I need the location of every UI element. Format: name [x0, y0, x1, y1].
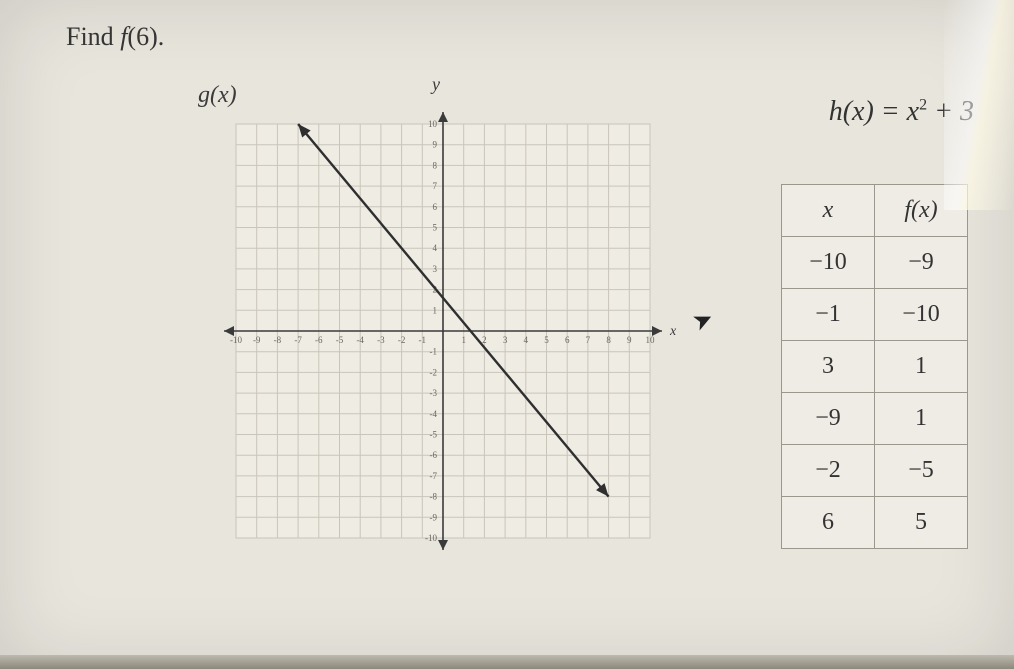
table-row: 31	[782, 341, 968, 393]
svg-text:-7: -7	[294, 335, 302, 345]
svg-text:4: 4	[433, 243, 438, 253]
prompt-arg: (6).	[127, 22, 164, 51]
cell-fx: −10	[875, 289, 968, 341]
formula-exp: 2	[919, 97, 927, 114]
graph: -10 -9 -8 -7 -6 -5 -4 -3 -2 -1 1 2 3 4 5 6 7 8 9 10 -10 -9 -8 -…	[208, 96, 678, 566]
svg-text:3: 3	[503, 335, 508, 345]
cursor-icon: ➤	[688, 303, 718, 338]
svg-text:-8: -8	[430, 492, 438, 502]
svg-text:-5: -5	[336, 335, 344, 345]
svg-text:1: 1	[433, 305, 438, 315]
content: Find f(6). g(x) y -10-9-8-7-6-5-4-3-2-11…	[48, 16, 996, 659]
graph-svg: -10 -9 -8 -7 -6 -5 -4 -3 -2 -1 1 2 3 4 5 6 7 8 9 10 -10 -9 -8 -…	[208, 96, 678, 566]
svg-text:10: 10	[428, 119, 438, 129]
svg-text:6: 6	[433, 202, 438, 212]
cell-fx: 1	[875, 341, 968, 393]
svg-text:-4: -4	[430, 409, 438, 419]
svg-text:6: 6	[565, 335, 570, 345]
glare	[944, 0, 1014, 210]
svg-text:8: 8	[606, 335, 611, 345]
svg-text:-3: -3	[430, 388, 438, 398]
svg-text:7: 7	[586, 335, 591, 345]
svg-text:-10: -10	[425, 533, 437, 543]
svg-text:3: 3	[433, 264, 438, 274]
bottom-edge	[0, 655, 1014, 669]
cell-x: −2	[782, 445, 875, 497]
svg-text:5: 5	[433, 223, 438, 233]
svg-text:-7: -7	[430, 471, 438, 481]
table-row: −1−10	[782, 289, 968, 341]
svg-text:1: 1	[461, 335, 466, 345]
svg-text:-10: -10	[230, 335, 242, 345]
svg-text:-4: -4	[356, 335, 364, 345]
formula-lhs: h(x) = x	[829, 96, 919, 127]
svg-text:-2: -2	[398, 335, 406, 345]
value-table: x f(x) −10−9−1−1031−91−2−565	[781, 184, 968, 549]
svg-text:2: 2	[482, 335, 487, 345]
svg-text:8: 8	[433, 160, 438, 170]
svg-text:-8: -8	[274, 335, 282, 345]
table-row: −2−5	[782, 445, 968, 497]
svg-text:-1: -1	[419, 335, 427, 345]
svg-text:10: 10	[646, 335, 656, 345]
cell-fx: 5	[875, 497, 968, 549]
svg-text:-5: -5	[430, 430, 438, 440]
svg-text:-2: -2	[430, 367, 438, 377]
prompt-prefix: Find	[66, 22, 120, 51]
cell-x: −1	[782, 289, 875, 341]
table-row: 65	[782, 497, 968, 549]
cell-fx: −5	[875, 445, 968, 497]
cell-x: −10	[782, 237, 875, 289]
svg-text:x: x	[669, 324, 677, 339]
svg-text:9: 9	[627, 335, 632, 345]
svg-text:4: 4	[524, 335, 529, 345]
svg-text:7: 7	[433, 181, 438, 191]
svg-text:9: 9	[433, 140, 438, 150]
col-x: x	[782, 185, 875, 237]
cell-fx: −9	[875, 237, 968, 289]
f-table: x f(x) −10−9−1−1031−91−2−565	[781, 184, 968, 549]
page: Find f(6). g(x) y -10-9-8-7-6-5-4-3-2-11…	[0, 0, 1014, 669]
svg-text:5: 5	[544, 335, 549, 345]
cell-fx: 1	[875, 393, 968, 445]
y-axis-label: y	[432, 74, 440, 95]
svg-text:-9: -9	[430, 512, 438, 522]
table-row: −10−9	[782, 237, 968, 289]
svg-text:-1: -1	[430, 347, 438, 357]
svg-text:-6: -6	[315, 335, 323, 345]
cell-x: −9	[782, 393, 875, 445]
svg-text:-9: -9	[253, 335, 261, 345]
svg-text:-3: -3	[377, 335, 385, 345]
cell-x: 6	[782, 497, 875, 549]
question-prompt: Find f(6).	[66, 22, 996, 52]
table-row: −91	[782, 393, 968, 445]
cell-x: 3	[782, 341, 875, 393]
svg-text:-6: -6	[430, 450, 438, 460]
